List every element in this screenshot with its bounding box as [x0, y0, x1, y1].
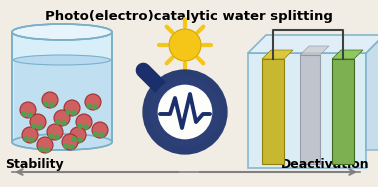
- Text: Stability: Stability: [5, 158, 64, 171]
- Circle shape: [77, 123, 83, 129]
- Circle shape: [55, 119, 61, 125]
- Circle shape: [30, 114, 46, 130]
- Ellipse shape: [12, 24, 112, 40]
- Ellipse shape: [14, 135, 110, 149]
- Circle shape: [49, 102, 55, 108]
- Circle shape: [85, 94, 101, 110]
- Circle shape: [69, 144, 75, 150]
- FancyBboxPatch shape: [248, 53, 366, 168]
- Circle shape: [21, 111, 27, 117]
- Text: Deactivation: Deactivation: [281, 158, 370, 171]
- Circle shape: [37, 124, 43, 130]
- Circle shape: [70, 127, 86, 143]
- Circle shape: [47, 124, 63, 140]
- Circle shape: [99, 132, 105, 138]
- Circle shape: [71, 110, 77, 116]
- Ellipse shape: [12, 134, 112, 150]
- Circle shape: [76, 114, 92, 130]
- Circle shape: [29, 137, 35, 143]
- Circle shape: [86, 103, 92, 109]
- Circle shape: [92, 104, 98, 110]
- Circle shape: [44, 147, 50, 153]
- Circle shape: [54, 134, 60, 140]
- Circle shape: [61, 120, 67, 126]
- Circle shape: [77, 137, 83, 143]
- Circle shape: [23, 136, 29, 142]
- Circle shape: [92, 122, 108, 138]
- Circle shape: [64, 100, 80, 116]
- Circle shape: [27, 112, 33, 118]
- FancyBboxPatch shape: [332, 59, 354, 164]
- FancyBboxPatch shape: [300, 55, 320, 164]
- Polygon shape: [366, 35, 378, 150]
- Circle shape: [65, 109, 71, 115]
- Polygon shape: [248, 35, 378, 53]
- Circle shape: [20, 102, 36, 118]
- Circle shape: [38, 146, 44, 152]
- FancyBboxPatch shape: [262, 59, 284, 164]
- Circle shape: [150, 77, 220, 147]
- Circle shape: [169, 29, 201, 61]
- Circle shape: [42, 92, 58, 108]
- Circle shape: [22, 127, 38, 143]
- Text: Photo(electro)catalytic water splitting: Photo(electro)catalytic water splitting: [45, 10, 333, 23]
- Circle shape: [48, 133, 54, 139]
- Circle shape: [71, 136, 77, 142]
- Polygon shape: [300, 46, 329, 55]
- Circle shape: [31, 123, 37, 129]
- Circle shape: [43, 101, 49, 107]
- Circle shape: [37, 137, 53, 153]
- FancyBboxPatch shape: [14, 60, 110, 142]
- FancyBboxPatch shape: [12, 32, 112, 142]
- Circle shape: [62, 134, 78, 150]
- Circle shape: [83, 124, 89, 130]
- Polygon shape: [332, 50, 363, 59]
- Circle shape: [63, 143, 69, 149]
- Circle shape: [54, 110, 70, 126]
- Polygon shape: [262, 50, 293, 59]
- Circle shape: [93, 131, 99, 137]
- Ellipse shape: [14, 55, 110, 65]
